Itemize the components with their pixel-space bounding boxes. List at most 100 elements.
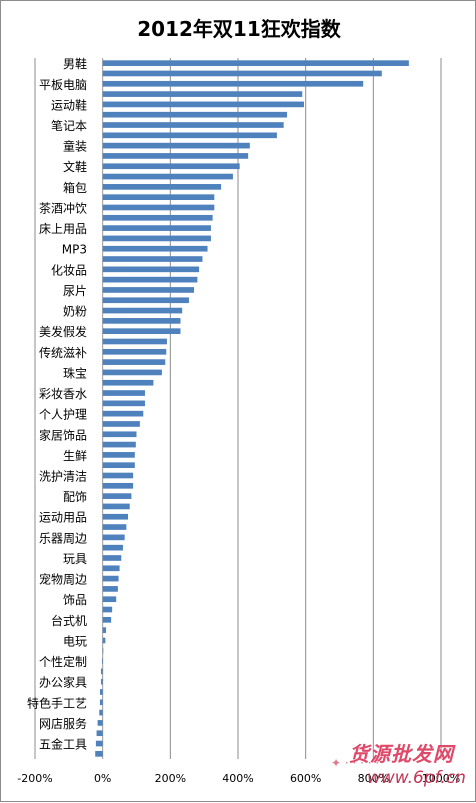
bar <box>102 534 125 541</box>
category-label: 平板电脑 <box>39 78 87 92</box>
category-label: 家居饰品 <box>39 427 87 442</box>
bar <box>102 235 211 242</box>
bar <box>102 441 136 448</box>
bar <box>102 132 277 139</box>
x-tick-label: 200% <box>155 772 186 785</box>
category-label: 传统滋补 <box>39 345 87 360</box>
bar <box>102 80 364 87</box>
bar <box>102 225 211 231</box>
category-label: MP3 <box>62 243 87 257</box>
bar <box>102 627 107 633</box>
bar <box>100 678 103 685</box>
bar <box>102 493 132 499</box>
bar <box>102 101 304 108</box>
x-tick-label: 0% <box>94 772 111 785</box>
category-label: 笔记本 <box>51 118 87 133</box>
bar <box>102 287 195 293</box>
bar <box>102 297 189 304</box>
bar <box>102 606 113 613</box>
bar <box>102 647 104 654</box>
bar <box>102 245 208 252</box>
bar <box>102 524 127 530</box>
chart-title: 2012年双11狂欢指数 <box>137 17 341 41</box>
category-label: 美发假发 <box>39 324 87 339</box>
category-label: 洗护清洁 <box>39 470 87 484</box>
watermark-dots: ✦ · · · · · <box>331 756 380 770</box>
category-label: 男鞋 <box>63 56 87 71</box>
category-label: 珠宝 <box>63 366 87 380</box>
bar <box>102 70 382 77</box>
bar <box>99 709 103 716</box>
bar <box>102 379 154 386</box>
category-label: 饰品 <box>63 593 87 607</box>
bar <box>96 730 103 737</box>
category-label: 运动鞋 <box>51 97 87 112</box>
bar <box>102 400 145 407</box>
bar <box>102 596 117 603</box>
watermark-text-url: www.6pf.cn <box>367 768 466 788</box>
bar <box>102 575 119 582</box>
bar <box>102 163 240 170</box>
bar <box>102 410 144 417</box>
bar <box>102 359 166 365</box>
category-label: 个人护理 <box>39 408 87 422</box>
bar <box>102 452 135 458</box>
bar <box>102 390 145 396</box>
bar <box>102 194 215 201</box>
category-label: 电玩 <box>63 634 87 648</box>
bar <box>102 472 134 479</box>
watermark-text-cn: 货源批发网 <box>349 742 454 766</box>
category-label: 生鲜 <box>63 449 87 463</box>
bar <box>102 173 233 180</box>
category-label: 运动用品 <box>39 511 87 525</box>
category-label: 办公家具 <box>39 675 87 690</box>
bar <box>102 421 140 427</box>
bar <box>102 214 213 221</box>
category-label: 网店服务 <box>39 716 87 731</box>
x-axis-ticks: -200% 0% 200% 400% 600% 800% 1000% <box>17 772 460 785</box>
category-label: 童装 <box>63 139 87 154</box>
category-label: 个性定制 <box>39 654 87 669</box>
bar <box>102 586 118 592</box>
bar <box>95 751 103 757</box>
bar <box>102 91 303 97</box>
category-label: 彩妆香水 <box>39 387 87 401</box>
bar <box>102 431 137 438</box>
bar <box>102 204 215 211</box>
bar <box>102 544 123 551</box>
bar <box>97 720 103 726</box>
bar <box>102 328 181 335</box>
bar <box>102 318 181 324</box>
bar <box>101 658 103 664</box>
x-tick-label: 800% <box>358 772 389 785</box>
category-label: 宠物周边 <box>39 572 87 587</box>
bar <box>102 462 135 469</box>
x-tick-label: 600% <box>290 772 321 785</box>
bar <box>102 637 106 644</box>
category-label: 尿片 <box>63 284 87 298</box>
category-label: 特色手工艺 <box>27 695 87 710</box>
bars-layer <box>95 60 409 757</box>
category-label: 床上用品 <box>39 222 87 236</box>
x-tick-label: -200% <box>17 772 52 785</box>
bar <box>102 111 288 118</box>
bar <box>102 555 122 561</box>
category-label: 台式机 <box>51 613 87 628</box>
bar <box>99 699 103 706</box>
category-label: 化妆品 <box>51 263 87 277</box>
watermark: ✦ · · · · · 货源批发网 www.6pf.cn <box>331 736 471 796</box>
bar <box>102 256 203 262</box>
bar <box>102 184 222 190</box>
bar <box>102 348 167 355</box>
bar <box>102 369 162 376</box>
category-label: 茶酒冲饮 <box>39 200 87 215</box>
bar <box>102 616 112 623</box>
bar <box>102 565 120 572</box>
bar <box>102 276 198 283</box>
category-label: 文鞋 <box>63 159 87 174</box>
bar <box>102 307 183 314</box>
bar <box>102 122 284 128</box>
bar <box>102 60 409 66</box>
